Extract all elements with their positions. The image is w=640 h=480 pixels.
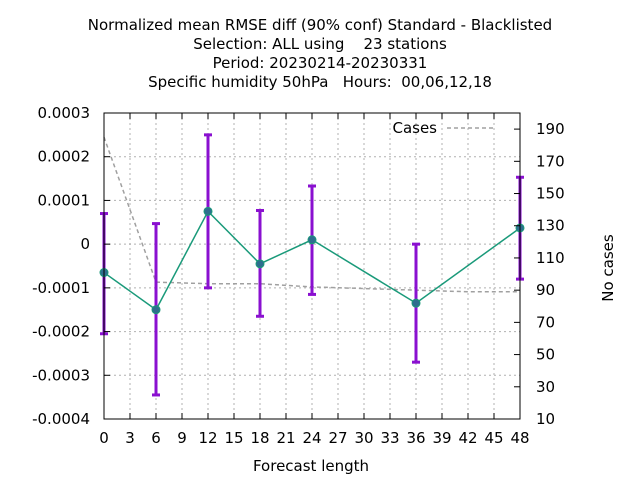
y2-tick-label: 190 [536,120,565,138]
x-tick-label: 12 [198,429,217,447]
y2-tick-label: 90 [536,281,555,299]
y2-tick-label: 30 [536,378,555,396]
x-tick-label: 21 [276,429,295,447]
y-tick-label: -0.0002 [32,323,90,341]
diff-point [151,305,161,315]
x-tick-label: 15 [224,429,243,447]
diff-point [411,298,421,308]
legend: Cases [392,119,496,137]
x-tick-label: 0 [99,429,109,447]
y-tick-label: 0 [80,235,90,253]
y-tick-label: -0.0004 [32,410,90,428]
axes: 0 3 6 9 12 15 18 21 24 27 30 33 36 39 42 45 48-0.0004-0.… [32,104,565,447]
x-tick-label: 6 [151,429,161,447]
y-tick-label: -0.0001 [32,279,90,297]
x-axis-label: Forecast length [253,457,369,475]
x-tick-label: 3 [125,429,135,447]
x-tick-label: 39 [432,429,451,447]
diff-point [255,259,265,269]
y-tick-label: 0.0003 [38,104,91,122]
title-line-1: Normalized mean RMSE diff (90% conf) Sta… [87,16,553,34]
title-line-4: Specific humidity 50hPa Hours: 00,06,12,… [148,73,492,91]
x-tick-label: 9 [177,429,187,447]
x-tick-label: 30 [354,429,373,447]
y2-tick-label: 150 [536,185,565,203]
y-tick-label: -0.0003 [32,366,90,384]
x-tick-label: 42 [458,429,477,447]
y2-axis-label: No cases [599,234,617,302]
y2-tick-label: 50 [536,346,555,364]
diff-point [307,235,317,245]
x-tick-label: 45 [484,429,503,447]
y-tick-label: 0.0002 [38,148,91,166]
y-tick-label: 0.0001 [38,191,91,209]
x-tick-label: 33 [380,429,399,447]
y2-tick-label: 170 [536,152,565,170]
diff-series [99,206,525,315]
diff-point [203,206,213,216]
grid [104,113,520,419]
title-line-2: Selection: ALL using 23 stations [193,35,447,53]
legend-label-cases: Cases [392,119,437,137]
y2-tick-label: 70 [536,313,555,331]
x-tick-label: 48 [510,429,529,447]
x-tick-label: 24 [302,429,321,447]
title-line-3: Period: 20230214-20230331 [212,54,428,72]
y2-tick-label: 10 [536,410,555,428]
y2-tick-label: 110 [536,249,565,267]
x-tick-label: 27 [328,429,347,447]
y2-tick-label: 130 [536,217,565,235]
x-tick-label: 36 [406,429,425,447]
x-tick-label: 18 [250,429,269,447]
